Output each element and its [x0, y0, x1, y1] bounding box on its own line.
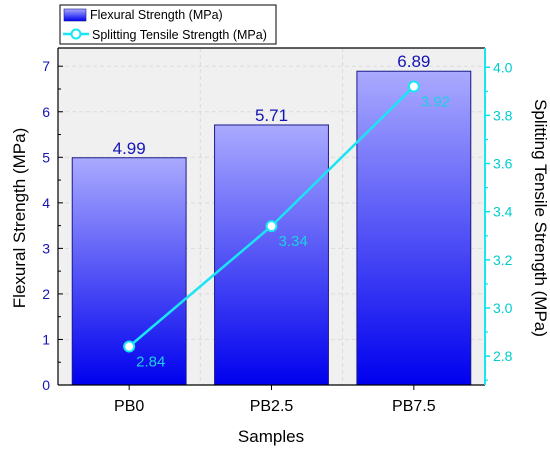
legend-line-marker — [70, 28, 82, 40]
y-right-tick-label: 3.4 — [493, 204, 513, 220]
legend: Flexural Strength (MPa) Splitting Tensil… — [59, 4, 277, 45]
y-right-tick-label: 3.2 — [493, 252, 513, 268]
y-right-tick-label: 3.0 — [493, 300, 513, 316]
y-left-tick-label: 6 — [42, 104, 50, 120]
bar-value-label: 6.89 — [397, 52, 430, 71]
y-left-tick-label: 4 — [42, 195, 50, 211]
x-tick-label: PB0 — [114, 398, 144, 415]
line-value-label: 2.84 — [136, 353, 165, 370]
data-labels: 4.99 5.71 6.89 2.84 3.34 3.92 — [113, 52, 450, 370]
x-tick-label: PB7.5 — [392, 398, 436, 415]
y-right-tick-label: 3.8 — [493, 107, 513, 123]
bar-value-label: 4.99 — [113, 139, 146, 158]
y-left-tick-label: 2 — [42, 286, 50, 302]
bar-value-label: 5.71 — [255, 106, 288, 125]
bar-PB2.5 — [214, 124, 329, 386]
line-marker-PB2.5 — [265, 220, 278, 233]
x-axis-title: Samples — [238, 427, 304, 446]
line-series — [123, 80, 420, 353]
y-right-tick-label: 3.6 — [493, 156, 513, 172]
x-tick-label: PB2.5 — [250, 398, 294, 415]
y-left-tick-label: 0 — [42, 377, 50, 393]
legend-box — [59, 4, 277, 45]
bars — [71, 70, 472, 386]
y-left-tick-label: 3 — [42, 240, 50, 256]
y-left-tick-label: 1 — [42, 331, 50, 347]
y-left-axis-title: Flexural Strength (MPa) — [10, 128, 29, 308]
y-left-tick-label: 7 — [42, 58, 50, 74]
legend-line-label: Splitting Tensile Strength (MPa) — [92, 28, 267, 42]
line-value-label: 3.34 — [279, 233, 308, 250]
legend-bar-swatch — [63, 8, 87, 22]
axes: 0 1 2 3 4 5 6 7 2.8 3.0 3.2 3.4 3.6 3.8 4.0 PB0 PB2.5 PB7… — [42, 47, 513, 415]
y-right-tick-label: 2.8 — [493, 348, 513, 364]
y-right-axis-title: Splitting Tensile Strength (MPa) — [531, 99, 550, 337]
y-left-tick-label: 5 — [42, 149, 50, 165]
line-marker-PB0 — [123, 340, 136, 353]
bar-PB7.5 — [356, 70, 472, 386]
line-marker-PB7.5 — [407, 80, 420, 93]
legend-bar-label: Flexural Strength (MPa) — [90, 8, 223, 22]
line-value-label: 3.92 — [421, 94, 450, 111]
y-right-tick-label: 4.0 — [493, 59, 513, 75]
